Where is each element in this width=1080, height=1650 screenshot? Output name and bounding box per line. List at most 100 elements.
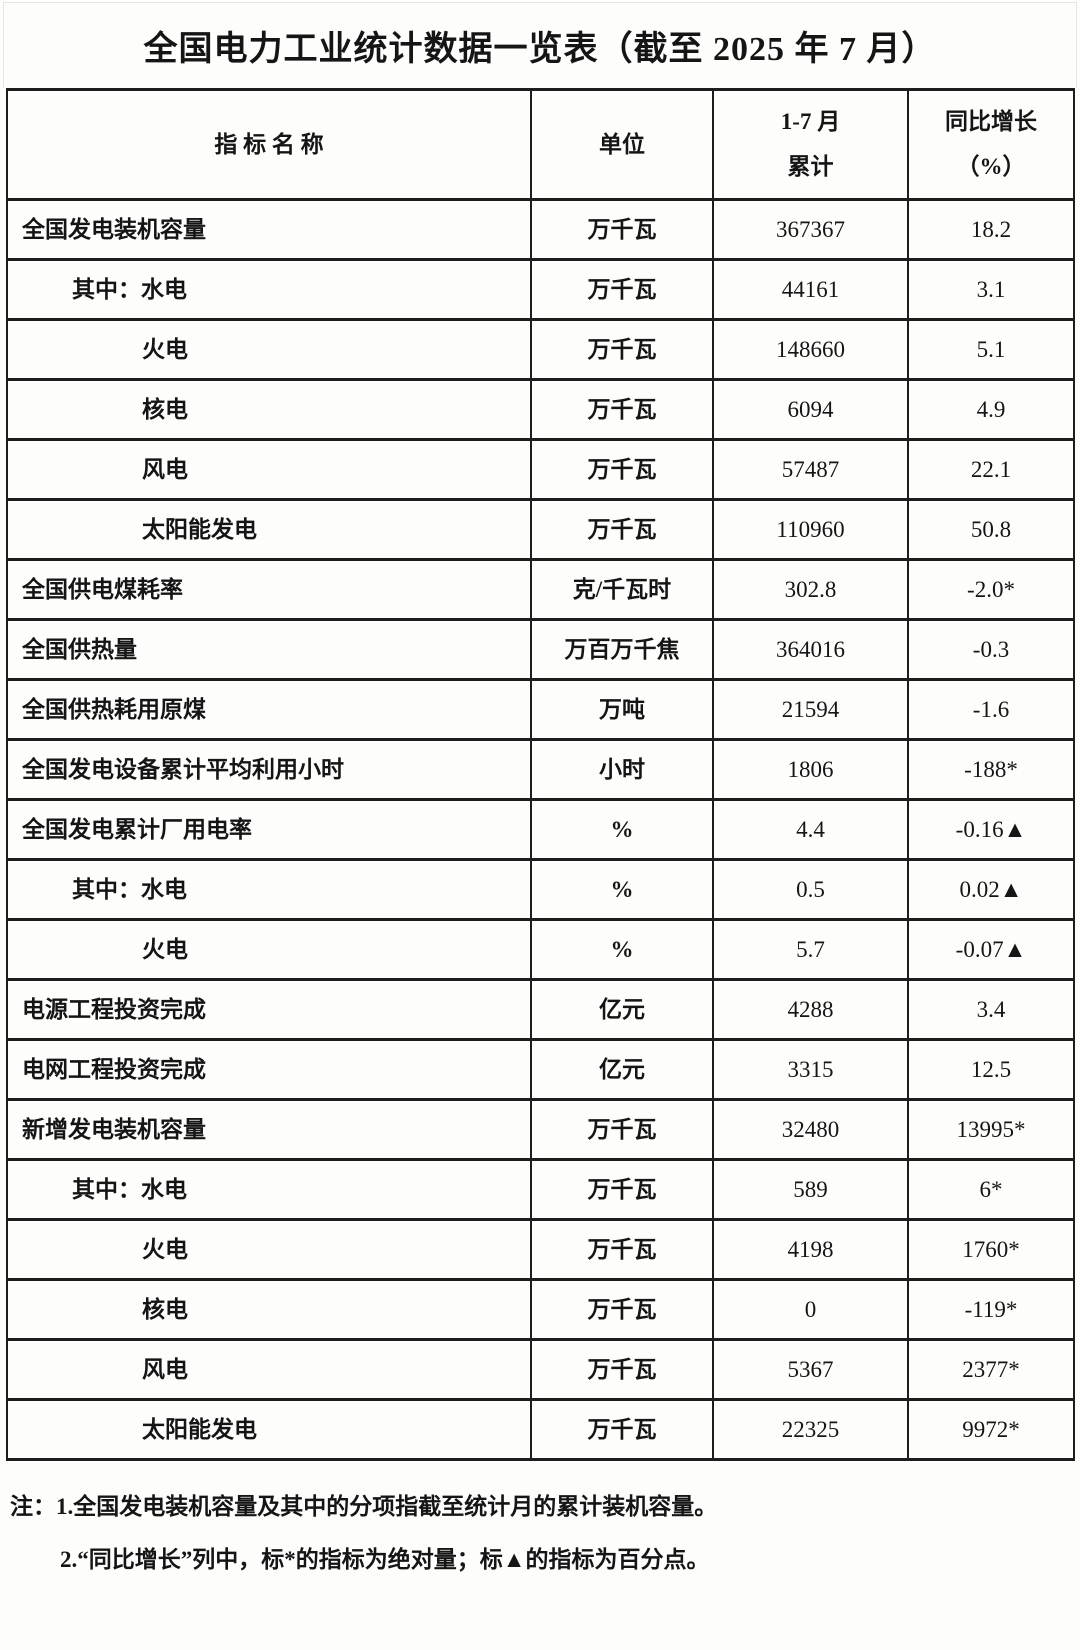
- value-cell: 367367: [712, 198, 909, 261]
- unit-cell: 万吨: [530, 678, 714, 741]
- notes: 注：1.全国发电装机容量及其中的分项指截至统计月的累计装机容量。 2.“同比增长…: [10, 1481, 1080, 1587]
- value-cell: 589: [712, 1158, 909, 1221]
- indicator-cell: 电网工程投资完成: [6, 1038, 532, 1101]
- table-row: 核电 万千瓦 0 -119*: [6, 1278, 1075, 1341]
- yoy-cell: 2377*: [907, 1338, 1075, 1401]
- unit-cell: 克/千瓦时: [530, 558, 714, 621]
- indicator-cell: 风电: [6, 438, 532, 501]
- unit-cell: 万千瓦: [530, 1398, 714, 1461]
- yoy-cell: 18.2: [907, 198, 1075, 261]
- value-cell: 110960: [712, 498, 909, 561]
- value-cell: 148660: [712, 318, 909, 381]
- unit-cell: 万千瓦: [530, 1278, 714, 1341]
- yoy-cell: 6*: [907, 1158, 1075, 1221]
- unit-cell: 万千瓦: [530, 438, 714, 501]
- unit-cell: 万千瓦: [530, 258, 714, 321]
- yoy-cell: -1.6: [907, 678, 1075, 741]
- unit-cell: 万千瓦: [530, 198, 714, 261]
- value-cell: 1806: [712, 738, 909, 801]
- table-row: 太阳能发电 万千瓦 22325 9972*: [6, 1398, 1075, 1461]
- note-line-2: 2.“同比增长”列中，标*的指标为绝对量；标▲的指标为百分点。: [60, 1546, 710, 1572]
- indicator-cell: 火电: [6, 1218, 532, 1281]
- value-cell: 57487: [712, 438, 909, 501]
- indicator-cell: 其中：水电: [6, 258, 532, 321]
- indicator-cell: 全国发电设备累计平均利用小时: [6, 738, 532, 801]
- value-cell: 4288: [712, 978, 909, 1041]
- table-row: 太阳能发电 万千瓦 110960 50.8: [6, 498, 1075, 561]
- table-row: 其中：水电 万千瓦 589 6*: [6, 1158, 1075, 1221]
- indicator-cell: 其中：水电: [6, 1158, 532, 1221]
- indicator-cell: 全国供热量: [6, 618, 532, 681]
- indicator-cell: 其中：水电: [6, 858, 532, 921]
- indicator-cell: 风电: [6, 1338, 532, 1401]
- title-box: 全国电力工业统计数据一览表（截至 2025 年 7 月）: [3, 2, 1077, 88]
- yoy-cell: -0.3: [907, 618, 1075, 681]
- header-cumulative: 1-7 月 累计: [712, 88, 909, 201]
- table-row: 火电 万千瓦 148660 5.1: [6, 318, 1075, 381]
- unit-cell: %: [530, 918, 714, 981]
- note-line-1: 注：1.全国发电装机容量及其中的分项指截至统计月的累计装机容量。: [10, 1494, 718, 1519]
- table-row: 火电 万千瓦 4198 1760*: [6, 1218, 1075, 1281]
- header-unit: 单位: [530, 88, 714, 201]
- indicator-cell: 核电: [6, 1278, 532, 1341]
- unit-cell: 小时: [530, 738, 714, 801]
- table-row: 其中：水电 % 0.5 0.02▲: [6, 858, 1075, 921]
- yoy-cell: 22.1: [907, 438, 1075, 501]
- indicator-cell: 火电: [6, 318, 532, 381]
- yoy-cell: 13995*: [907, 1098, 1075, 1161]
- table-row: 其中：水电 万千瓦 44161 3.1: [6, 258, 1075, 321]
- yoy-cell: -2.0*: [907, 558, 1075, 621]
- value-cell: 4198: [712, 1218, 909, 1281]
- indicator-cell: 电源工程投资完成: [6, 978, 532, 1041]
- table-body: 全国发电装机容量 万千瓦 367367 18.2 其中：水电 万千瓦 44161…: [6, 198, 1075, 1461]
- unit-cell: 亿元: [530, 978, 714, 1041]
- table-row: 电源工程投资完成 亿元 4288 3.4: [6, 978, 1075, 1041]
- unit-cell: 万千瓦: [530, 1338, 714, 1401]
- page-title: 全国电力工业统计数据一览表（截至 2025 年 7 月）: [143, 31, 937, 68]
- unit-cell: %: [530, 858, 714, 921]
- value-cell: 5.7: [712, 918, 909, 981]
- header-cumulative-line1: 1-7 月: [780, 108, 841, 134]
- value-cell: 3315: [712, 1038, 909, 1101]
- unit-cell: 万千瓦: [530, 1098, 714, 1161]
- value-cell: 44161: [712, 258, 909, 321]
- table-row: 核电 万千瓦 6094 4.9: [6, 378, 1075, 441]
- unit-cell: 亿元: [530, 1038, 714, 1101]
- value-cell: 4.4: [712, 798, 909, 861]
- table-row: 全国发电累计厂用电率 % 4.4 -0.16▲: [6, 798, 1075, 861]
- unit-cell: 万千瓦: [530, 498, 714, 561]
- value-cell: 21594: [712, 678, 909, 741]
- unit-cell: 万千瓦: [530, 1218, 714, 1281]
- value-cell: 5367: [712, 1338, 909, 1401]
- table-header: 指 标 名 称 单位 1-7 月 累计 同比增长 （%）: [6, 88, 1075, 201]
- header-yoy: 同比增长 （%）: [907, 88, 1075, 201]
- value-cell: 364016: [712, 618, 909, 681]
- unit-cell: %: [530, 798, 714, 861]
- value-cell: 32480: [712, 1098, 909, 1161]
- indicator-cell: 太阳能发电: [6, 498, 532, 561]
- unit-cell: 万千瓦: [530, 318, 714, 381]
- indicator-cell: 全国供热耗用原煤: [6, 678, 532, 741]
- table-row: 全国发电设备累计平均利用小时 小时 1806 -188*: [6, 738, 1075, 801]
- indicator-cell: 全国发电累计厂用电率: [6, 798, 532, 861]
- yoy-cell: 50.8: [907, 498, 1075, 561]
- yoy-cell: -119*: [907, 1278, 1075, 1341]
- yoy-cell: 9972*: [907, 1398, 1075, 1461]
- value-cell: 6094: [712, 378, 909, 441]
- yoy-cell: 0.02▲: [907, 858, 1075, 921]
- header-cumulative-line2: 累计: [787, 153, 834, 179]
- value-cell: 302.8: [712, 558, 909, 621]
- indicator-cell: 太阳能发电: [6, 1398, 532, 1461]
- unit-cell: 万千瓦: [530, 1158, 714, 1221]
- yoy-cell: 3.1: [907, 258, 1075, 321]
- table-row: 全国发电装机容量 万千瓦 367367 18.2: [6, 198, 1075, 261]
- yoy-cell: -0.07▲: [907, 918, 1075, 981]
- indicator-cell: 核电: [6, 378, 532, 441]
- indicator-cell: 全国供电煤耗率: [6, 558, 532, 621]
- statistics-table: 指 标 名 称 单位 1-7 月 累计 同比增长 （%） 全国发电装机容: [6, 88, 1075, 1461]
- yoy-cell: 12.5: [907, 1038, 1075, 1101]
- table-row: 火电 % 5.7 -0.07▲: [6, 918, 1075, 981]
- unit-cell: 万千瓦: [530, 378, 714, 441]
- header-yoy-line1: 同比增长: [945, 108, 1037, 134]
